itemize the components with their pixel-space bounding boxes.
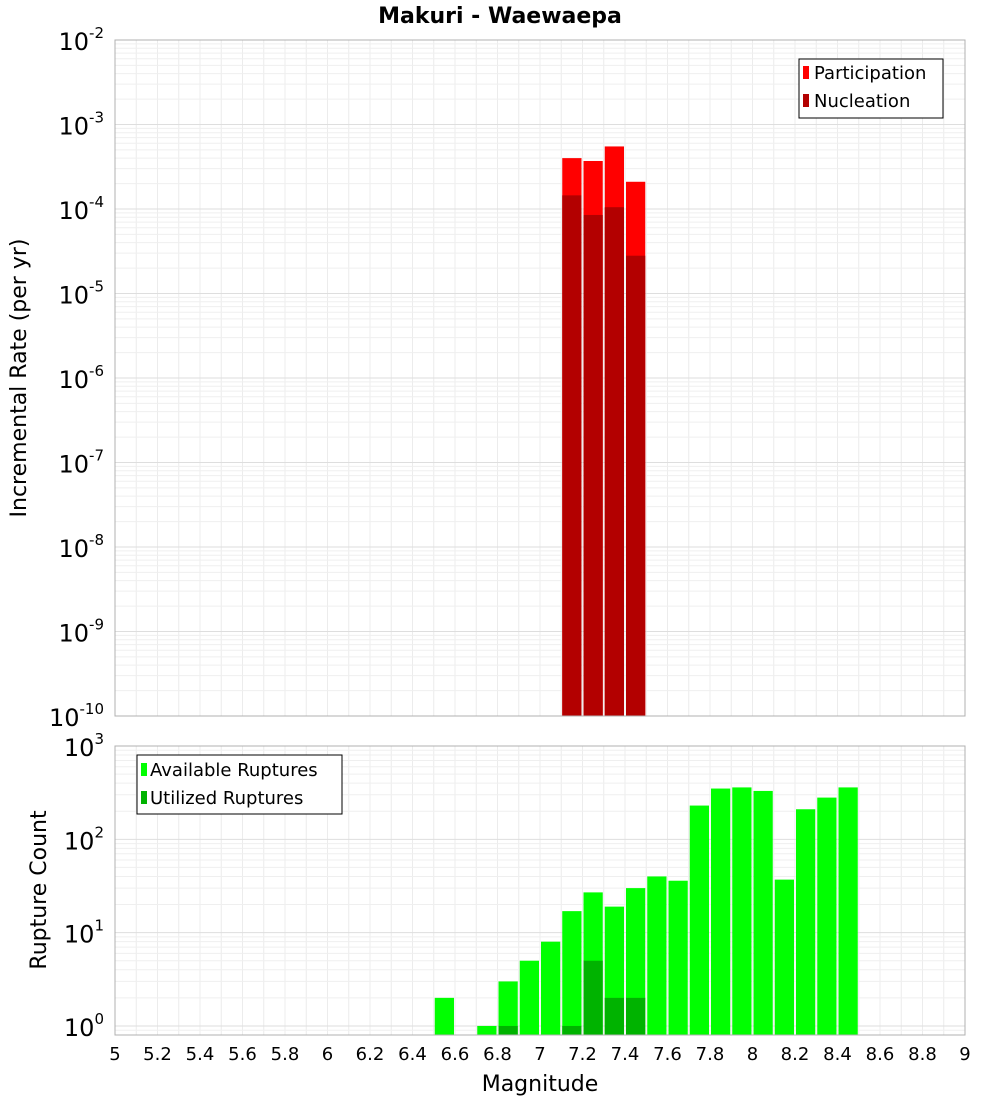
bar-available-ruptures [541,941,561,1035]
bar-available-ruptures [434,997,454,1035]
x-tick-label: 7.6 [653,1044,682,1065]
bar-available-ruptures [647,876,667,1035]
legend-label-utilized: Utilized Ruptures [150,788,303,809]
x-tick-labels: 5 5.2 5.4 5.6 5.8 6 6.2 6.4 6.6 6.8 7 7.2 7.4 7.6 7.8 8… [109,1044,970,1065]
y-tick-label: 101 [64,917,104,949]
chart-title: Makuri - Waewaepa [378,4,622,29]
top-legend-box [798,58,944,119]
bar-utilized-ruptures [583,960,603,1035]
bar-available-ruptures [732,787,752,1035]
x-tick-label: 6.4 [398,1044,427,1065]
y-tick-label: 10-4 [58,193,104,225]
legend-label-nucleation: Nucleation [814,91,910,112]
y-tick-label: 10-6 [58,362,104,394]
x-tick-label: 6.8 [483,1044,512,1065]
legend-swatch-utilized [141,791,147,804]
bottom-y-tick-labels: 103 102 101 100 [64,730,104,1042]
x-tick-label: 7.4 [611,1044,640,1065]
legend-swatch-available [141,763,147,776]
bar-available-ruptures [668,880,688,1035]
bar-available-ruptures [753,790,773,1035]
legend-swatch-nucleation [803,94,809,107]
bar-nucleation [626,255,646,716]
bottom-bars [434,787,858,1035]
bar-available-ruptures [711,788,731,1035]
y-tick-label: 10-2 [58,24,104,56]
x-tick-label: 7.2 [568,1044,597,1065]
y-tick-label: 10-10 [49,700,104,732]
x-tick-label: 6.2 [356,1044,385,1065]
bar-available-ruptures [519,960,539,1035]
y-tick-label: 10-7 [58,447,104,479]
x-tick-label: 9 [959,1044,970,1065]
bottom-y-axis-label: Rupture Count [27,810,52,970]
legend-label-participation: Participation [814,63,926,84]
bar-utilized-ruptures [626,997,646,1035]
bottom-panel: 103 102 101 100 5 5.2 5.4 5.6 5.8 6 6.2 6.4 6.6 6.8 7… [27,730,971,1097]
x-axis-label: Magnitude [482,1072,599,1097]
top-y-tick-labels: 10-2 10-3 10-4 10-5 10-6 10-7 10-8 10-9 10-10 [49,24,104,732]
x-tick-label: 5.6 [228,1044,257,1065]
bar-nucleation [583,214,603,716]
bar-nucleation [604,207,624,716]
x-tick-label: 5.8 [271,1044,300,1065]
top-gridlines [115,40,965,717]
bar-utilized-ruptures [604,997,624,1035]
legend-swatch-participation [803,66,809,79]
bottom-legend: Available Ruptures Utilized Ruptures [136,754,343,815]
bottom-legend-box [136,754,343,815]
x-tick-label: 8.4 [823,1044,852,1065]
bar-nucleation [562,195,582,717]
x-tick-label: 6 [322,1044,333,1065]
bar-utilized-ruptures [562,1025,582,1035]
y-tick-label: 100 [64,1010,104,1042]
x-tick-label: 8.6 [866,1044,895,1065]
legend-label-available: Available Ruptures [150,760,318,781]
top-plot-border [114,39,966,717]
x-tick-label: 6.6 [441,1044,470,1065]
bar-available-ruptures [838,787,858,1035]
top-bars [562,146,646,717]
y-tick-label: 10-3 [58,109,104,141]
x-tick-label: 7 [534,1044,545,1065]
y-tick-label: 10-8 [58,531,104,563]
top-y-axis-label: Incremental Rate (per yr) [7,239,32,518]
x-tick-label: 7.8 [696,1044,725,1065]
y-tick-label: 10-9 [58,616,104,648]
bar-utilized-ruptures [498,1025,518,1035]
bottom-plot-border [114,745,966,1036]
bar-available-ruptures [498,981,518,1035]
bar-available-ruptures [562,911,582,1035]
x-tick-label: 8.2 [781,1044,810,1065]
y-tick-label: 103 [64,730,104,762]
y-tick-label: 102 [64,823,104,855]
x-tick-label: 5.2 [143,1044,172,1065]
x-tick-label: 8.8 [908,1044,937,1065]
bar-available-ruptures [774,879,794,1035]
x-tick-label: 5 [109,1044,120,1065]
y-tick-label: 10-5 [58,278,104,310]
bar-available-ruptures [817,797,837,1035]
top-panel: 10-2 10-3 10-4 10-5 10-6 10-7 10-8 10-9 10-10 In… [7,24,966,732]
bar-available-ruptures [689,805,709,1035]
bar-available-ruptures [477,1025,497,1035]
x-tick-label: 5.4 [186,1044,215,1065]
top-legend: Participation Nucleation [798,58,944,119]
x-tick-label: 8 [747,1044,758,1065]
bar-available-ruptures [796,809,816,1035]
